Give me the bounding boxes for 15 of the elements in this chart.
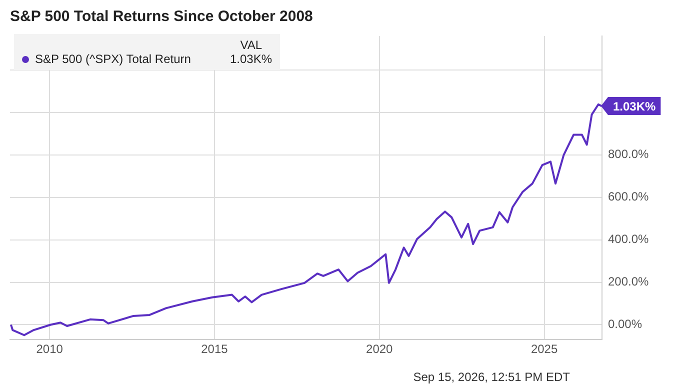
- chart-title: S&P 500 Total Returns Since October 2008: [10, 8, 313, 26]
- y-tick-label: 600.0%: [608, 190, 650, 204]
- y-tick-label: 0.00%: [608, 317, 642, 332]
- text: 1.03K%: [230, 52, 272, 66]
- legend-label: S&P 500 (^SPX) Total Return: [35, 52, 192, 66]
- x-tick-label: 2010: [36, 342, 64, 356]
- y-tick-label: 200.0%: [608, 274, 650, 289]
- y-tick-label: 400.0%: [608, 232, 650, 246]
- legend-title: VAL: [239, 38, 263, 52]
- x-tick-label: 2015: [201, 342, 228, 356]
- text: Sep 15, 2026, 12:51 PM EDT: [413, 370, 570, 384]
- x-tick-label: 2025: [530, 342, 558, 356]
- x-tick-label: 2020: [366, 342, 394, 356]
- y-tick-label: 800.0%: [608, 147, 650, 162]
- data-label: 1.03K%: [613, 99, 656, 114]
